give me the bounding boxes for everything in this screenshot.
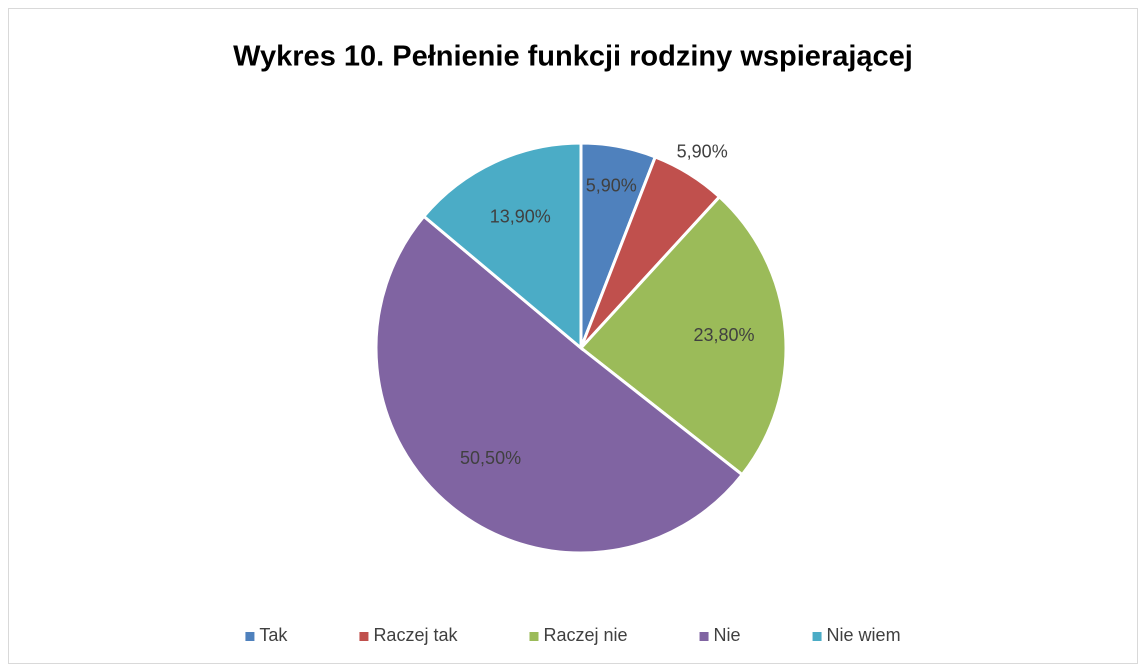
legend-label: Raczej tak [373, 625, 458, 645]
legend-label: Nie wiem [827, 625, 901, 645]
legend-label: Tak [259, 625, 288, 645]
data-label: 23,80% [693, 325, 754, 345]
legend-swatch [812, 632, 822, 641]
legend-swatch [245, 632, 255, 641]
legend-swatch [359, 632, 369, 641]
data-label: 5,90% [677, 142, 728, 162]
legend-label: Nie [714, 625, 741, 645]
legend-swatch [699, 632, 709, 641]
data-label: 50,50% [460, 448, 521, 468]
pie-slice [374, 214, 745, 555]
legend-label: Raczej nie [543, 625, 627, 645]
data-label: 13,90% [490, 207, 551, 227]
pie-slice [421, 141, 583, 352]
data-label: 5,90% [586, 176, 637, 196]
legend-swatch [529, 632, 539, 641]
chart-title: Wykres 10. Pełnienie funkcji rodziny wsp… [233, 41, 913, 73]
pie-slice [578, 194, 788, 477]
